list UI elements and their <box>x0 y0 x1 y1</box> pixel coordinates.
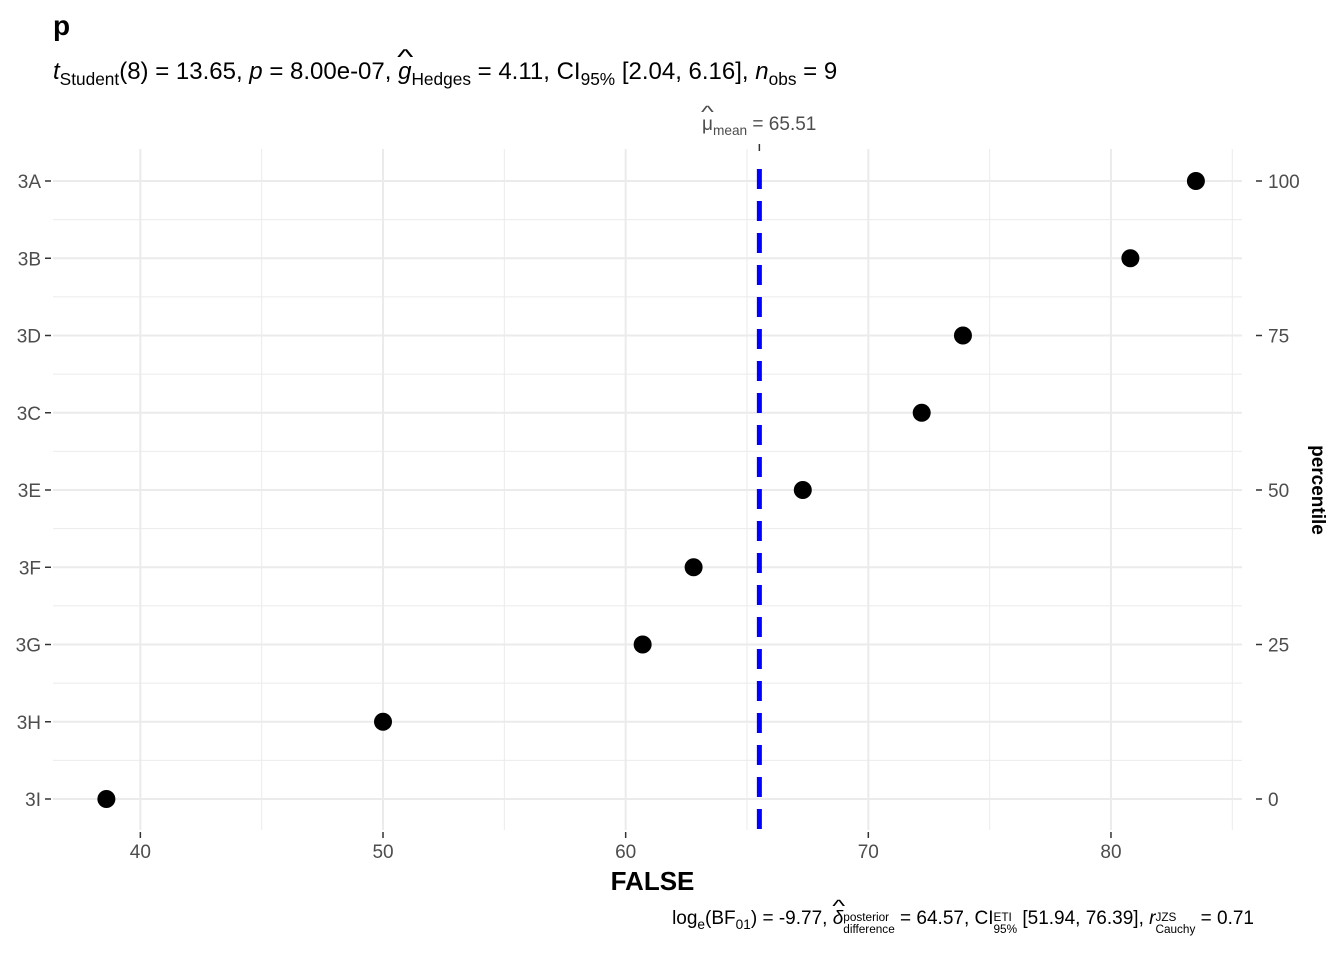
right-tick-label: 50 <box>1268 481 1289 502</box>
y-tick-label: 3D <box>17 327 41 348</box>
right-tick-label: 0 <box>1268 790 1279 811</box>
x-axis-label: FALSE <box>611 866 695 896</box>
x-tick-label: 80 <box>1100 842 1121 863</box>
data-point <box>97 790 116 808</box>
x-tick-label: 60 <box>615 842 636 863</box>
y-tick-label: 3E <box>18 481 41 502</box>
y-tick-label: 3H <box>17 713 41 734</box>
data-point <box>953 326 972 345</box>
right-tick-label: 100 <box>1268 172 1300 193</box>
y-tick-label: 3C <box>17 404 41 425</box>
y-tick-label: 3I <box>25 790 41 811</box>
right-tick-label: 75 <box>1268 327 1289 348</box>
data-point <box>684 558 703 577</box>
data-point <box>1121 249 1140 268</box>
right-axis-label: percentile <box>1307 445 1328 535</box>
mean-label: μmean = 65.51 <box>702 114 816 138</box>
plot-caption: loge(BF01) = -9.77, δposteriordifference… <box>672 908 1254 935</box>
data-point <box>912 403 931 422</box>
x-tick-label: 40 <box>130 842 151 863</box>
data-point <box>793 481 812 499</box>
x-tick-label: 50 <box>372 842 393 863</box>
plot-title: p <box>53 10 71 41</box>
right-tick-label: 25 <box>1268 636 1289 657</box>
plot-subtitle: tStudent(8) = 13.65, p = 8.00e-07, gHedg… <box>53 58 837 90</box>
y-tick-label: 3A <box>18 172 42 193</box>
y-tick-label: 3F <box>19 558 41 579</box>
data-point <box>374 712 393 731</box>
data-point <box>633 635 652 654</box>
x-tick-label: 70 <box>858 842 879 863</box>
y-tick-label: 3G <box>16 636 41 657</box>
y-tick-label: 3B <box>18 249 41 270</box>
data-point <box>1186 172 1205 190</box>
